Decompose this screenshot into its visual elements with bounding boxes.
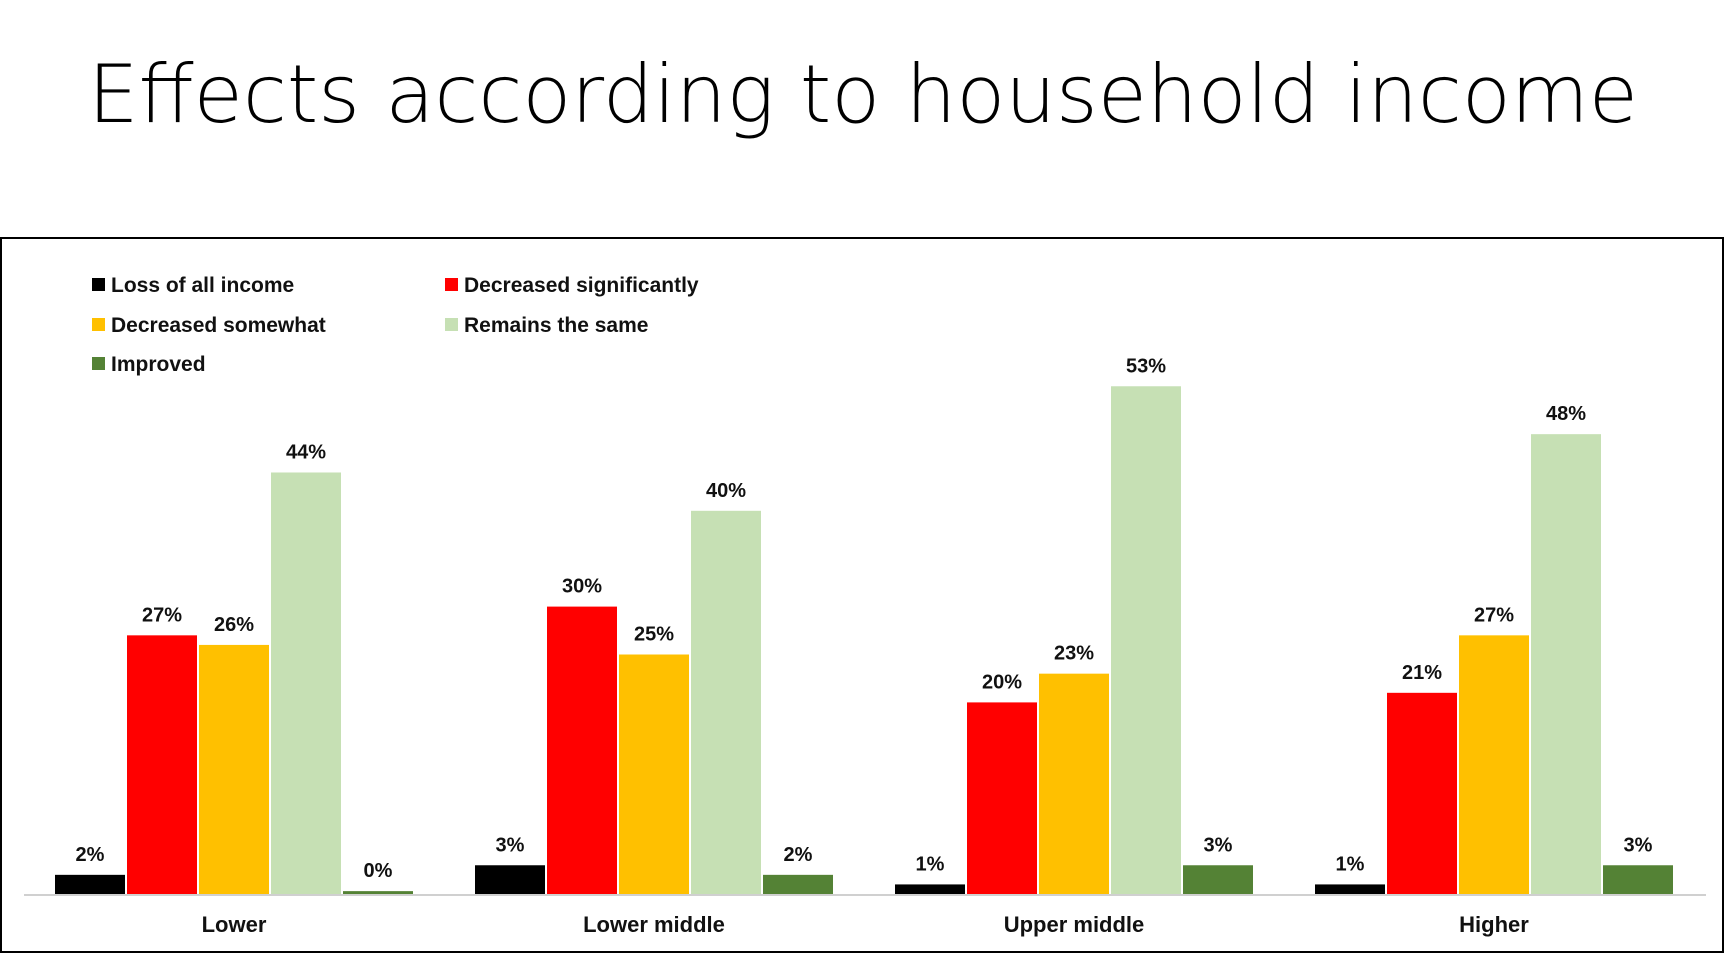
data-label-higher-loss-of-all-income: 1%: [1336, 853, 1365, 875]
data-labels: 2% 27% 26% 44% 0% 3% 30% 25% 40% 2% 1% 20% 23% 53% 3% 1…: [76, 355, 1653, 882]
legend-label-remains-the-same: Remains the same: [464, 314, 648, 337]
bar-chart: Loss of all income Decreased significantl…: [24, 274, 1706, 937]
data-label-higher-decreased-significantly: 21%: [1402, 662, 1442, 684]
data-label-lower-decreased-somewhat: 26%: [214, 614, 254, 636]
bar-lower-decreased-significantly: [127, 635, 197, 894]
data-label-lower-middle-decreased-significantly: 30%: [562, 576, 602, 598]
bar-lower-decreased-somewhat: [199, 644, 269, 894]
legend-swatch-improved: [92, 357, 105, 370]
bar-upper-middle-decreased-significantly: [967, 702, 1037, 894]
data-label-lower-remains-the-same: 44%: [286, 441, 326, 463]
legend-label-improved: Improved: [111, 353, 206, 376]
legend: Loss of all income Decreased significantl…: [92, 274, 699, 376]
data-label-upper-middle-decreased-significantly: 20%: [982, 671, 1022, 693]
category-label-higher: Higher: [1459, 912, 1529, 937]
slide-title: Effects according to household income: [88, 48, 1638, 141]
category-labels: Lower Lower middle Upper middle Higher: [202, 912, 1530, 937]
bar-upper-middle-improved: [1183, 865, 1253, 894]
data-label-lower-decreased-significantly: 27%: [142, 604, 182, 626]
data-label-lower-middle-decreased-somewhat: 25%: [634, 624, 674, 646]
data-label-upper-middle-remains-the-same: 53%: [1126, 355, 1166, 377]
legend-swatch-remains-the-same: [445, 318, 458, 331]
data-label-upper-middle-improved: 3%: [1204, 834, 1233, 856]
bar-higher-improved: [1603, 865, 1673, 894]
bar-lower-middle-remains-the-same: [691, 510, 761, 894]
bar-lower-remains-the-same: [271, 472, 341, 894]
data-label-lower-middle-improved: 2%: [784, 844, 813, 866]
bars: [55, 386, 1673, 894]
legend-swatch-loss-of-all-income: [92, 278, 105, 291]
data-label-higher-decreased-somewhat: 27%: [1474, 604, 1514, 626]
legend-label-decreased-significantly: Decreased significantly: [464, 274, 699, 297]
bar-upper-middle-decreased-somewhat: [1039, 673, 1109, 894]
data-label-upper-middle-loss-of-all-income: 1%: [916, 853, 945, 875]
bar-upper-middle-remains-the-same: [1111, 386, 1181, 894]
bar-higher-decreased-somewhat: [1459, 635, 1529, 894]
data-label-higher-improved: 3%: [1624, 834, 1653, 856]
legend-swatch-decreased-somewhat: [92, 318, 105, 331]
data-label-lower-middle-remains-the-same: 40%: [706, 480, 746, 502]
bar-higher-loss-of-all-income: [1315, 884, 1385, 894]
data-label-lower-loss-of-all-income: 2%: [76, 844, 105, 866]
legend-swatch-decreased-significantly: [445, 278, 458, 291]
data-label-higher-remains-the-same: 48%: [1546, 403, 1586, 425]
chart-frame: Loss of all income Decreased significantl…: [0, 237, 1724, 953]
category-label-lower: Lower: [202, 912, 267, 937]
legend-label-loss-of-all-income: Loss of all income: [111, 274, 294, 297]
bar-higher-remains-the-same: [1531, 434, 1601, 894]
category-label-upper-middle: Upper middle: [1004, 912, 1145, 937]
data-label-upper-middle-decreased-somewhat: 23%: [1054, 643, 1094, 665]
bar-lower-loss-of-all-income: [55, 874, 125, 894]
bar-lower-middle-decreased-somewhat: [619, 654, 689, 894]
bar-lower-improved: [343, 891, 413, 894]
bar-lower-middle-improved: [763, 874, 833, 894]
category-label-lower-middle: Lower middle: [583, 912, 725, 937]
bar-upper-middle-loss-of-all-income: [895, 884, 965, 894]
bar-lower-middle-loss-of-all-income: [475, 865, 545, 894]
data-label-lower-middle-loss-of-all-income: 3%: [496, 834, 525, 856]
bar-higher-decreased-significantly: [1387, 692, 1457, 894]
bar-lower-middle-decreased-significantly: [547, 606, 617, 894]
data-label-lower-improved: 0%: [364, 860, 393, 882]
legend-label-decreased-somewhat: Decreased somewhat: [111, 314, 326, 337]
